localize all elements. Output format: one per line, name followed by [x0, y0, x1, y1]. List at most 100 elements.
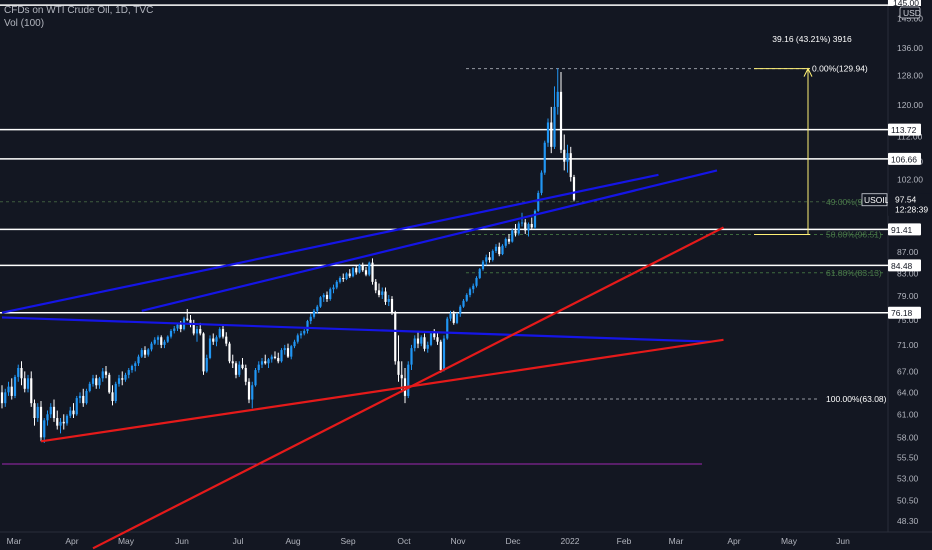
blue-trendline [1, 173, 659, 314]
candle-body [468, 289, 472, 295]
candle-body [225, 336, 228, 344]
candle-body [46, 414, 49, 421]
measure-tool: 39.16 (43.21%) 3916 [754, 34, 852, 235]
candle-body [62, 421, 65, 424]
price-tick-label: 53.00 [897, 474, 919, 484]
candle-body [306, 321, 309, 331]
countdown-text: 12:28:39 [895, 205, 928, 215]
candle-body [43, 420, 46, 438]
price-axis[interactable]: 48.30 50.50 53.00 55.50 58.00 61.00 64.00 67.00… [861, 0, 932, 526]
price-tick-label: 55.50 [897, 452, 919, 462]
candle-body [10, 386, 13, 396]
candle-body [0, 392, 4, 404]
price-level-tag [888, 306, 921, 319]
candle-body [390, 298, 394, 313]
candle-body [153, 339, 156, 344]
red-trendline [40, 338, 724, 443]
price-tick-label: 102.00 [897, 174, 923, 184]
fib-level-label: 100.00%(63.08) [826, 394, 887, 404]
price-tick-label: 67.00 [897, 366, 919, 376]
candle-body [462, 300, 465, 307]
candle-body [134, 363, 137, 366]
candle-body [325, 294, 329, 299]
candle-body [117, 378, 121, 384]
candle-body [33, 403, 36, 419]
candle-body [569, 153, 572, 178]
candle-body [332, 287, 335, 290]
candle-body [7, 386, 10, 393]
price-tick-label: 79.00 [897, 291, 919, 301]
candle-body [85, 390, 88, 404]
candle-body [212, 338, 215, 342]
price-level-tag-text: 145.00 [893, 0, 919, 8]
candle-body [72, 410, 75, 415]
candle-body [387, 298, 390, 302]
candle-body [413, 338, 416, 349]
fib-level-label: 49.00%(97. [826, 197, 869, 207]
candle-body [546, 122, 550, 143]
candle-body [137, 356, 140, 364]
time-tick-label: Sep [340, 536, 355, 546]
candle-body [228, 343, 231, 362]
price-tick-label: 75.00 [897, 315, 919, 325]
price-level-tag-text: 91.41 [891, 225, 913, 235]
time-axis[interactable]: Mar Apr May Jun Jul Aug Sep Oct Nov Dec 2022 Feb Mar… [7, 536, 850, 546]
candle-body [319, 297, 322, 307]
chart-title: CFDs on WTI Crude Oil, 1D, TVC [4, 5, 154, 16]
candle-body [459, 306, 462, 314]
candle-body [312, 310, 316, 317]
price-level-tag [888, 123, 921, 136]
candle-body [101, 371, 104, 379]
candle-body [309, 316, 312, 322]
candle-body [69, 410, 72, 416]
candle-body [566, 153, 569, 162]
price-tick-label: 136.00 [897, 43, 923, 53]
candle-body [299, 333, 303, 336]
candle-body [127, 370, 130, 375]
candle-body [475, 277, 478, 286]
time-tick-label: Jul [233, 536, 244, 546]
price-level-tag-text: 76.18 [891, 308, 913, 318]
candle-body [231, 361, 234, 364]
candle-body [163, 341, 166, 345]
time-tick-label: Mar [669, 536, 684, 546]
candle-body [553, 106, 556, 147]
candle-body [65, 415, 69, 424]
candle-body [517, 223, 520, 234]
candle-body [543, 142, 546, 173]
candle-body [433, 333, 436, 338]
candle-body [13, 376, 17, 396]
candle-body [371, 262, 374, 282]
candle-body [88, 383, 91, 391]
candles [0, 68, 576, 443]
candle-body [540, 172, 543, 193]
candle-body [244, 368, 247, 382]
candle-body [234, 363, 238, 375]
candle-body [478, 269, 481, 278]
candle-body [355, 268, 358, 273]
candle-body [507, 239, 511, 242]
candle-body [322, 294, 325, 298]
candle-body [104, 371, 108, 375]
red-trendline [92, 226, 724, 550]
candle-body [338, 277, 342, 282]
candle-body [303, 330, 306, 334]
time-tick-label: Apr [727, 536, 740, 546]
time-tick-label: May [118, 536, 135, 546]
candle-body [218, 329, 221, 338]
time-tick-label: Apr [65, 536, 78, 546]
candle-body [186, 318, 189, 320]
candle-body [520, 222, 524, 224]
candle-body [501, 245, 504, 255]
price-tick-label: 61.00 [897, 409, 919, 419]
candle-body [254, 370, 257, 386]
candle-body [176, 324, 179, 329]
candle-body [75, 398, 78, 415]
candle-body [108, 374, 111, 393]
candle-body [452, 313, 455, 323]
candle-body [498, 246, 501, 255]
candle-body [563, 149, 566, 162]
candle-body [455, 313, 459, 323]
time-tick-label: Nov [450, 536, 466, 546]
